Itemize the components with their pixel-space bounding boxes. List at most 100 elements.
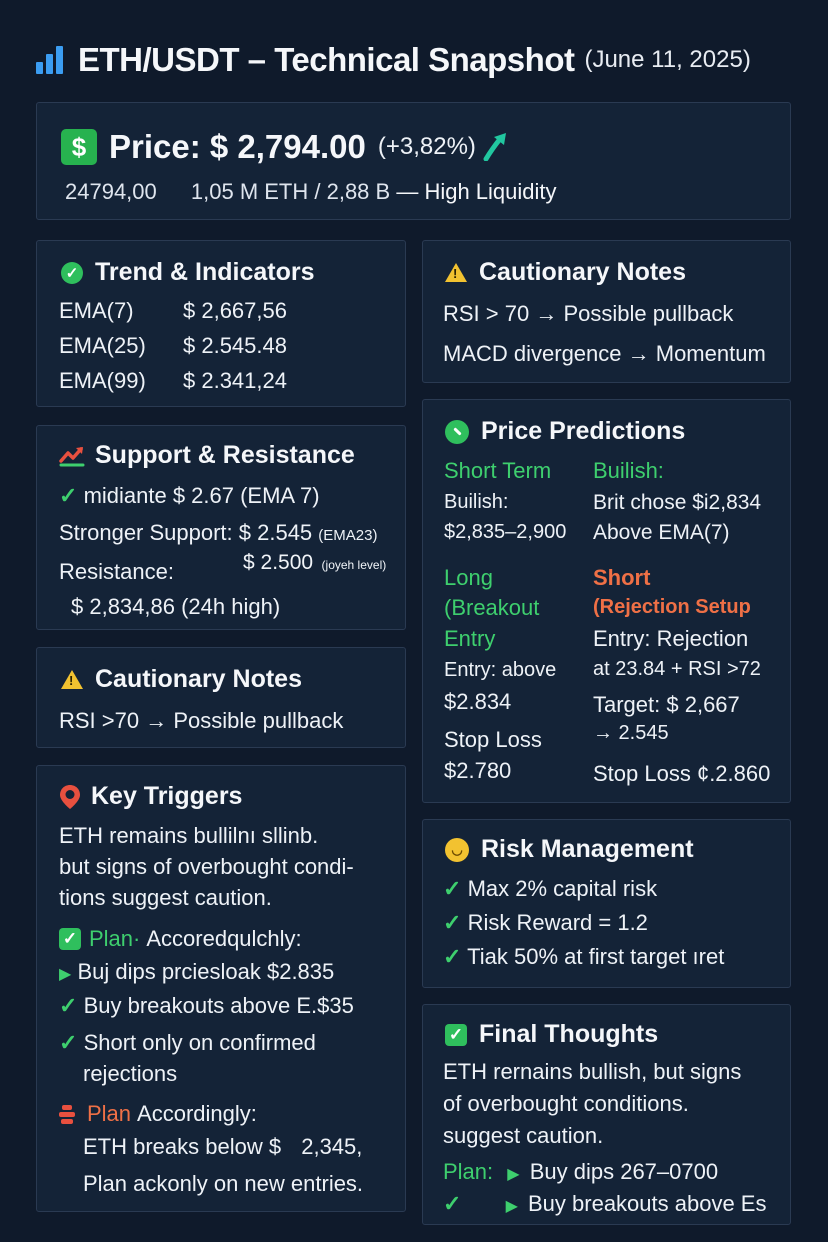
check-icon: ✓ (59, 993, 78, 1018)
predictions-card: Price Predictions Short Term Builish: $2… (422, 399, 791, 803)
level-line: $ 2.500 (joyeh level) (243, 551, 386, 575)
price-card: $ Price: $ 2,794.00 (+3,82%) 24794,00 1,… (36, 102, 791, 220)
triggers-text: tions suggest caution. (59, 885, 272, 910)
ema-row: EMA(7) $ 2,667,56 (59, 298, 287, 324)
long-entry-value: $2.834 (444, 689, 512, 714)
short-label: (Rejection Setup (593, 596, 751, 618)
warning-icon (445, 263, 467, 282)
liquidity-label: — High Liquidity (396, 179, 557, 204)
final-plan-line: ✓ ▶ Buy breakouts above Es (443, 1191, 766, 1217)
bullish-line: Brit chose $i2,834 (593, 491, 762, 514)
resistance-value: $ 2,834,86 (24h high) (71, 594, 281, 619)
caution-title: Cautionary Notes (95, 665, 302, 693)
price-change: (+3,82%) (377, 133, 476, 160)
long-entry: Entry: above (444, 659, 557, 681)
short-term-range: $2,835–2,900 (444, 521, 567, 543)
long-stop: Stop Loss (444, 727, 542, 752)
risk-item-text: Risk Reward = 1.2 (467, 910, 648, 935)
long-label: Long (444, 565, 493, 590)
page-title: ETH/USDT – Technical Snapshot (78, 41, 575, 78)
final-plan-item: Buy breakouts above Es (528, 1191, 767, 1216)
check-circle-icon (445, 419, 469, 444)
triggers-text: ETH remains bullilnı sllinb. (59, 823, 319, 848)
trend-up-icon (482, 129, 512, 166)
trigger-item: ▶ Buj dips prciesloak $2.835 (59, 959, 334, 985)
short-stop: Stop Loss ¢.2.860 (593, 761, 771, 786)
triggers-title: Key Triggers (91, 782, 243, 810)
ema-row: EMA(25) $ 2.545.48 (59, 333, 287, 359)
play-icon: ▶ (59, 966, 72, 983)
trend-line-icon (59, 445, 85, 467)
risk-item: ✓ Max 2% capital risk (443, 876, 657, 902)
check-icon: ✓ (59, 483, 78, 508)
short-target: Target: $ 2,667 (593, 692, 740, 717)
bar-chart-icon (36, 46, 64, 74)
final-plan-item: Buy dips 267–0700 (529, 1159, 719, 1184)
risk-title: Risk Management (481, 835, 694, 863)
volume-value: 1,05 M ETH / 2,88 B (190, 179, 391, 204)
short-target: → 2.545 (593, 722, 669, 744)
stack-icon (59, 1104, 75, 1124)
check-icon: ✓ (443, 1191, 462, 1216)
caution-title: Cautionary Notes (479, 258, 686, 286)
risk-item: ✓ Tiak 50% at first target ıret (443, 944, 724, 970)
ema-label: EMA(7) (59, 298, 134, 323)
ema-row: EMA(99) $ 2.341,24 (59, 368, 287, 394)
short-term-label: Short Term (444, 458, 552, 483)
level-value: $ 2.500 (243, 551, 314, 574)
key-triggers-card: Key Triggers ETH remains bullilnı sllinb… (36, 765, 406, 1212)
ema-value: $ 2,667,56 (183, 298, 287, 323)
plan2-text: Accordingly: (137, 1101, 257, 1126)
resistance-label: Resistance: (59, 559, 174, 584)
check-icon: ✓ (59, 1030, 78, 1055)
final-plan-label: Plan: (443, 1159, 494, 1184)
trigger-item-cont: rejections (83, 1061, 178, 1086)
triggers-text: but signs of overbought condi- (59, 854, 354, 879)
short-entry: at 23.84 + RSI >72 (593, 658, 761, 680)
location-pin-icon (59, 784, 81, 810)
risk-item-text: Max 2% capital risk (467, 876, 658, 901)
risk-item: ✓ Risk Reward = 1.2 (443, 910, 648, 936)
stronger-support-line: Stronger Support: $ 2.545 (EMA23) (59, 520, 377, 546)
plan2-line2: Plan ackonly on new entries. (83, 1171, 364, 1196)
ema-value: $ 2.341,24 (183, 368, 287, 393)
risk-card: ◡ Risk Management ✓ Max 2% capital risk … (422, 819, 791, 988)
caution-line: RSI > 70 → Possible pullback (443, 301, 734, 326)
ema-label: EMA(25) (59, 333, 146, 358)
plan-line: ✓ Plan· Accoredqulchly: (59, 926, 302, 952)
ema-label: EMA(99) (59, 368, 146, 393)
caution-card-right: Cautionary Notes RSI > 70 → Possible pul… (422, 240, 791, 383)
stronger-support-note: (EMA23) (318, 527, 378, 544)
trigger-item-text: Buj dips prciesloak $2.835 (77, 959, 335, 984)
plan2-line1-value: 2,345, (301, 1134, 363, 1159)
long-label: (Breakout (444, 595, 540, 620)
plan-label: Plan· (89, 926, 141, 951)
predictions-title: Price Predictions (481, 417, 686, 445)
trigger-item-text: Buy breakouts above E.$35 (83, 993, 354, 1018)
page-date: (June 11, 2025) (584, 46, 751, 73)
plan-text: Accoredqulchly: (146, 926, 302, 951)
check-icon: ✓ (443, 876, 462, 901)
warning-icon (61, 670, 83, 689)
page-title-bar: ETH/USDT – Technical Snapshot (June 11, … (36, 38, 751, 82)
caution-card-left: Cautionary Notes RSI >70 → Possible pull… (36, 647, 406, 748)
final-text: ETH rernains bullish, but signs (443, 1059, 742, 1084)
caution-line: RSI >70 → Possible pullback (59, 708, 344, 733)
caution-line: MACD divergence → Momentum (443, 341, 766, 366)
support-line: ✓ midiante $ 2.67 (EMA 7) (59, 483, 320, 509)
stronger-support-text: Stronger Support: $ 2.545 (59, 520, 313, 545)
trigger-item-text: Short only on confirmed (83, 1030, 316, 1055)
check-box-icon: ✓ (59, 928, 81, 950)
plan2-label: Plan (87, 1101, 132, 1126)
plan2-line1-text: ETH breaks below $ (83, 1134, 282, 1159)
play-icon: ▶ (507, 1166, 520, 1183)
trend-title: Trend & Indicators (95, 258, 315, 286)
plan2-line: Plan Accordingly: (59, 1101, 257, 1127)
plan2-line1: ETH breaks below $ 2,345, (83, 1134, 362, 1160)
short-term-sub: Builish: (444, 491, 509, 513)
long-stop-value: $2.780 (444, 758, 512, 783)
short-entry: Entry: Rejection (593, 626, 749, 651)
bullish-label: Builish: (593, 458, 664, 483)
trigger-item: ✓ Buy breakouts above E.$35 (59, 993, 354, 1019)
support-resistance-card: Support & Resistance ✓ midiante $ 2.67 (… (36, 425, 406, 630)
